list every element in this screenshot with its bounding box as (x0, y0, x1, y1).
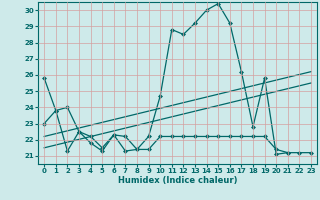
X-axis label: Humidex (Indice chaleur): Humidex (Indice chaleur) (118, 176, 237, 185)
